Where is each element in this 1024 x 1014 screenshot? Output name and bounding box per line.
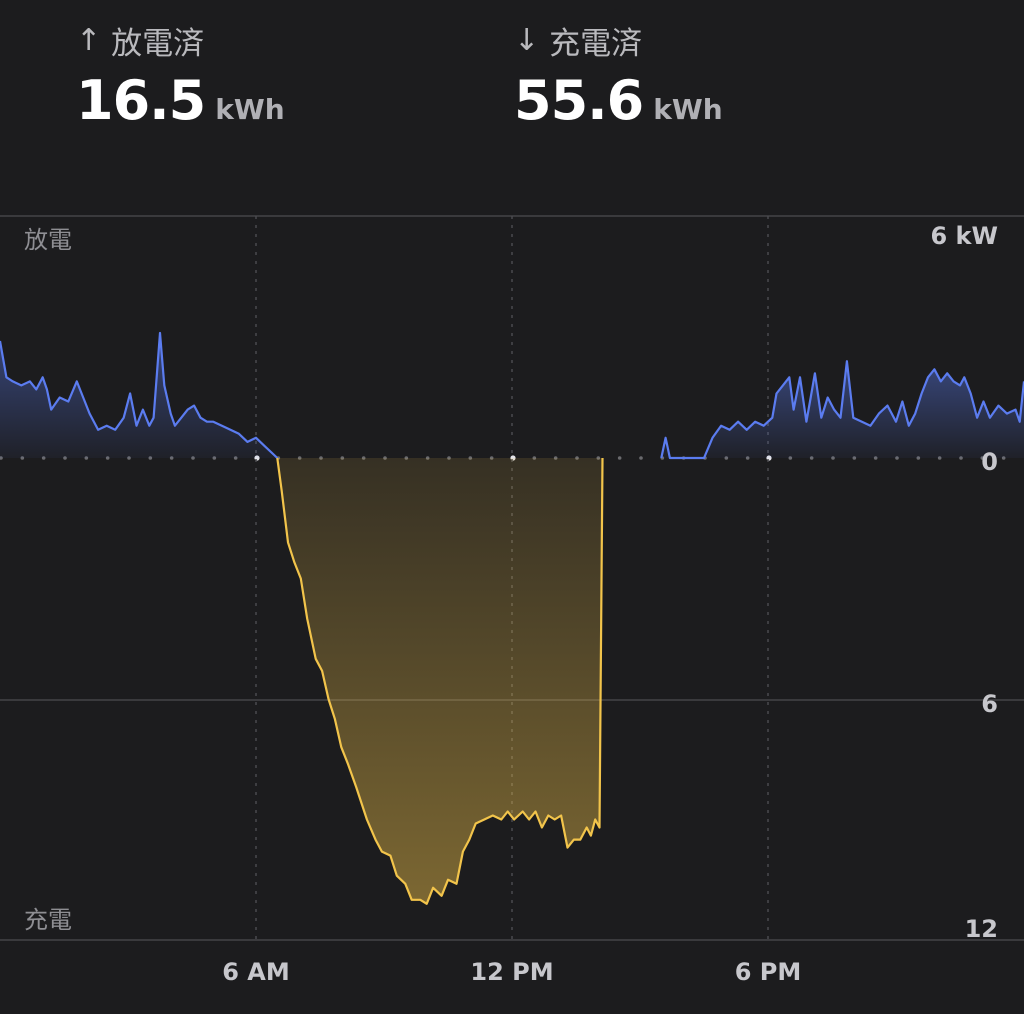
x-tick-label: 6 PM [735, 958, 802, 986]
charge-line-2 [276, 457, 604, 905]
x-tick-label: 12 PM [470, 958, 553, 986]
discharged-label: 放電済 [111, 26, 205, 62]
charged-summary: ↓ 充電済 55.6 kWh [514, 18, 723, 132]
y-tick-label-zero: 0 [981, 448, 998, 476]
charged-label-row: ↓ 充電済 [514, 18, 723, 63]
charged-value-row: 55.6 kWh [514, 69, 723, 132]
discharged-unit: kWh [215, 93, 285, 126]
y-tick-label-top: 6 kW [931, 222, 999, 250]
y-tick-label-mid: 6 [981, 690, 998, 718]
discharge-line-0 [0, 331, 279, 459]
charged-label: 充電済 [549, 26, 643, 62]
down-arrow-icon: ↓ [514, 23, 540, 58]
side-label-discharge: 放電 [24, 226, 72, 254]
side-label-charge: 充電 [24, 906, 72, 934]
charge-area-2 [277, 458, 603, 904]
up-arrow-icon: ↑ [76, 23, 102, 58]
charged-unit: kWh [653, 93, 723, 126]
discharged-label-row: ↑ 放電済 [76, 18, 285, 63]
zero-line-dot [639, 456, 643, 460]
discharged-summary: ↑ 放電済 16.5 kWh [76, 18, 285, 132]
y-tick-label-bottom: 12 [965, 915, 998, 943]
discharged-value: 16.5 [76, 69, 206, 132]
discharged-value-row: 16.5 kWh [76, 69, 285, 132]
discharge-area-1 [661, 361, 1024, 458]
x-tick-label: 6 AM [222, 958, 290, 986]
charged-value: 55.6 [514, 69, 644, 132]
discharge-area-0 [0, 333, 278, 458]
zero-line-dot [617, 456, 622, 460]
discharge-line-1 [660, 360, 1024, 460]
